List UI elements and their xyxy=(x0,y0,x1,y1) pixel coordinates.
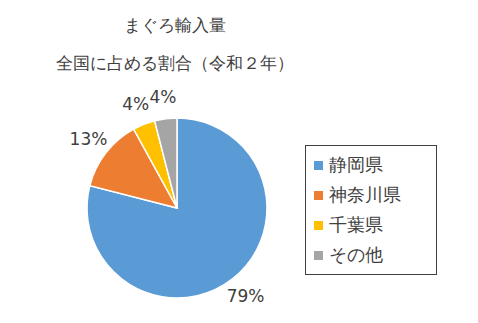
svg-text:4%: 4% xyxy=(149,87,176,107)
html-text:まぐろ輸入量: まぐろ輸入量 xyxy=(124,15,226,35)
svg-text:4%: 4% xyxy=(122,94,149,114)
svg-text:13%: 13% xyxy=(70,129,108,149)
html-text:千葉県: 千葉県 xyxy=(329,214,383,235)
html-text:神奈川県: 神奈川県 xyxy=(329,184,401,205)
html-text:静岡県: 静岡県 xyxy=(329,154,383,175)
svg-text:79%: 79% xyxy=(227,286,265,306)
html-text:全国に占める割合（令和２年）: 全国に占める割合（令和２年） xyxy=(56,53,294,73)
html-text:その他: その他 xyxy=(329,244,383,265)
